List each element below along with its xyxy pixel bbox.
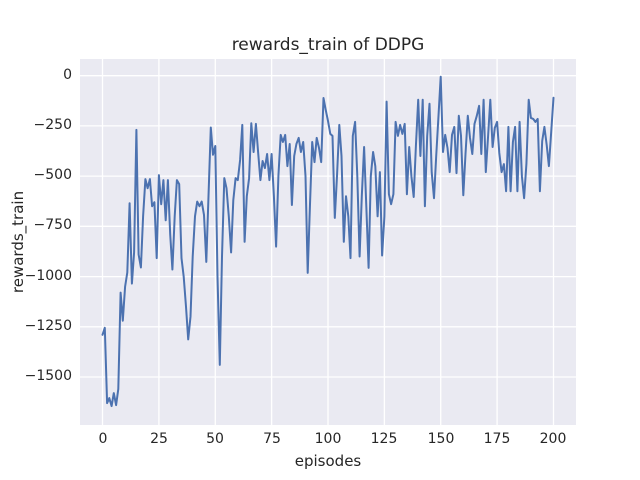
x-tick-label: 50 (206, 431, 224, 447)
x-axis-label: episodes (294, 452, 362, 470)
x-tick-label: 200 (539, 431, 567, 447)
x-tick-label: 100 (314, 431, 342, 447)
x-tick-label: 25 (150, 431, 168, 447)
x-tick-label: 75 (263, 431, 281, 447)
x-tick-label: 0 (98, 431, 108, 447)
plot-area (80, 59, 576, 425)
y-tick-label: −1250 (24, 318, 72, 334)
y-tick-label: −1000 (24, 268, 72, 284)
series-line-rewards_train (101, 75, 555, 408)
chart-title: rewards_train of DDPG (231, 35, 425, 55)
x-tick-label: 175 (483, 431, 511, 447)
y-tick-label: −750 (33, 217, 72, 233)
y-tick-label: −250 (33, 117, 72, 133)
x-tick-label: 150 (427, 431, 455, 447)
line-chart-svg (80, 59, 576, 425)
y-tick-label: −1500 (24, 368, 72, 384)
y-tick-label: −500 (33, 167, 72, 183)
x-tick-label: 125 (370, 431, 398, 447)
y-tick-label: 0 (63, 67, 72, 83)
